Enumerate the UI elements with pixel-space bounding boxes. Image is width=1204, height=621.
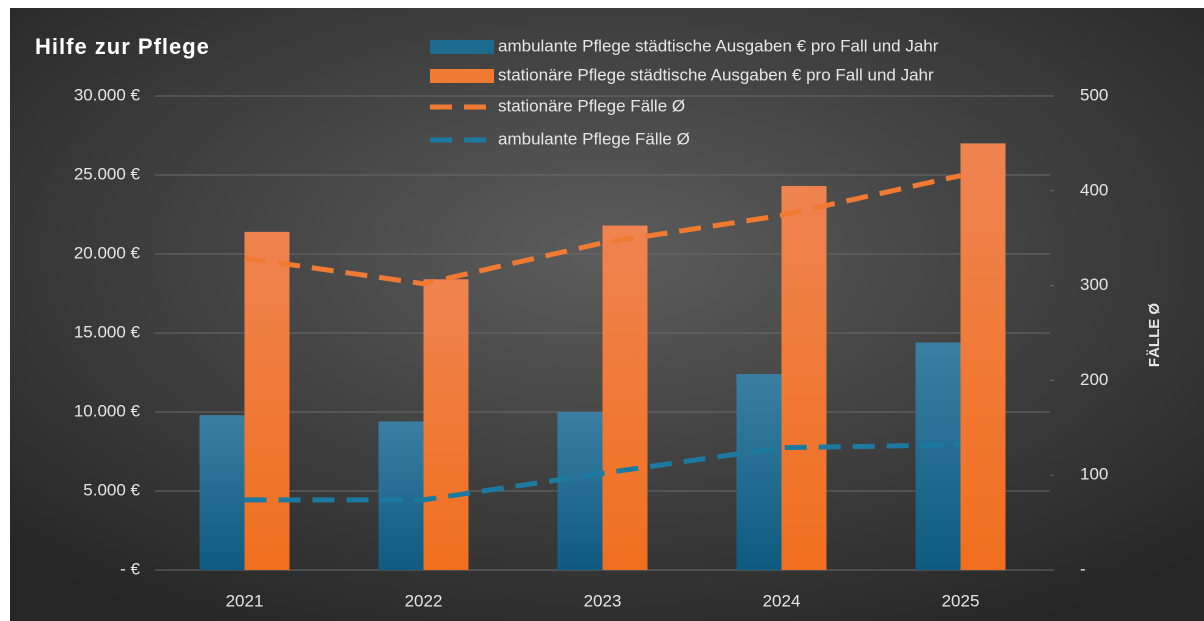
y2-tick-label: 300 xyxy=(1080,275,1108,294)
bar xyxy=(736,374,782,570)
y-tick-label: - € xyxy=(120,559,140,578)
chart-title: Hilfe zur Pflege xyxy=(35,34,210,59)
bar xyxy=(557,412,603,570)
y-tick-label: 10.000 € xyxy=(74,401,141,420)
bar xyxy=(781,186,827,570)
y-tick-label: 20.000 € xyxy=(74,243,141,262)
x-tick-label: 2021 xyxy=(226,591,264,610)
bar xyxy=(915,342,961,570)
y-tick-label: 25.000 € xyxy=(74,164,141,183)
legend-label: ambulante Pflege Fälle Ø xyxy=(498,129,690,148)
line xyxy=(244,173,962,287)
y2-tick-label: 100 xyxy=(1080,465,1108,484)
legend-label: stationäre Pflege städtische Ausgaben € … xyxy=(498,65,934,84)
x-tick-label: 2025 xyxy=(942,591,980,610)
y-tick-label: 5.000 € xyxy=(83,480,140,499)
y2-tick-label: 200 xyxy=(1080,370,1108,389)
y2-tick-label: 500 xyxy=(1080,85,1108,104)
bar xyxy=(378,421,424,570)
x-tick-label: 2022 xyxy=(405,591,443,610)
bar xyxy=(423,279,469,570)
y-tick-label: 15.000 € xyxy=(74,322,141,341)
bar xyxy=(960,143,1006,570)
legend-label: stationäre Pflege Fälle Ø xyxy=(498,96,685,115)
y2-tick-label: - xyxy=(1080,559,1086,578)
y-tick-label: 30.000 € xyxy=(74,85,141,104)
y2-axis-title: FÄLLE Ø xyxy=(1146,303,1163,367)
y2-tick-label: 400 xyxy=(1080,180,1108,199)
line xyxy=(244,442,961,503)
legend-swatch xyxy=(430,40,494,54)
bar xyxy=(602,225,648,570)
x-tick-label: 2023 xyxy=(584,591,622,610)
legend-label: ambulante Pflege städtische Ausgaben € p… xyxy=(498,36,939,55)
bar xyxy=(244,231,290,570)
x-tick-label: 2024 xyxy=(763,591,801,610)
bar xyxy=(199,415,245,570)
legend-swatch xyxy=(430,69,494,83)
